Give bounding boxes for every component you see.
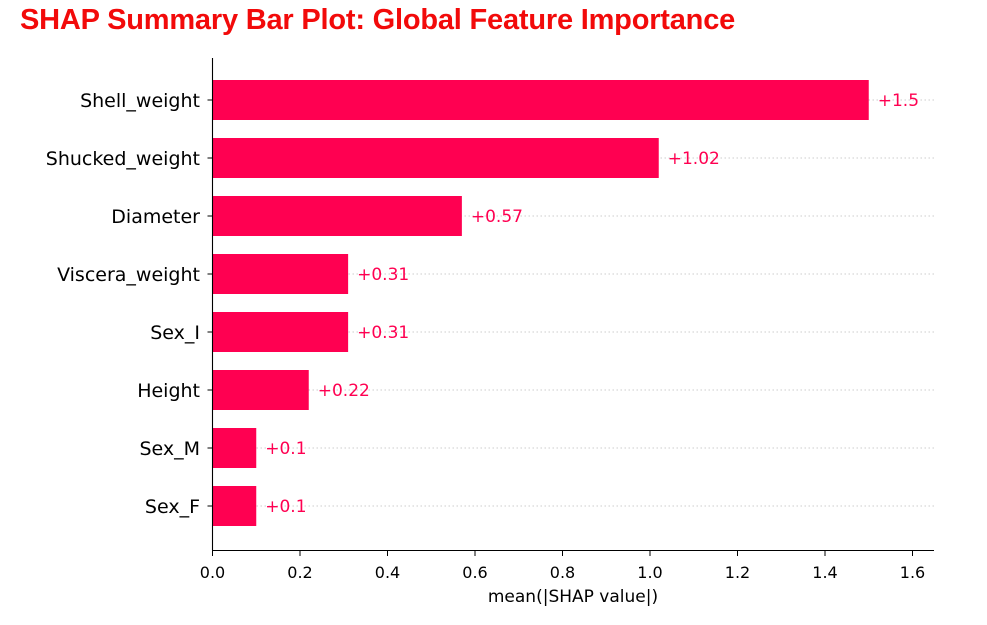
bar [212, 196, 462, 236]
page-title: SHAP Summary Bar Plot: Global Feature Im… [20, 4, 736, 36]
x-ticks: 0.0 0.2 0.4 0.6 0.8 1.0 1.2 1.4 1.6 [200, 550, 925, 582]
data-label: +1.5 [878, 91, 919, 111]
x-tick-label: 1.0 [637, 563, 662, 582]
data-label: +0.57 [471, 207, 523, 227]
x-tick-label: 1.2 [725, 563, 750, 582]
bar [212, 312, 349, 352]
data-label: +1.02 [668, 149, 720, 169]
bar [212, 254, 349, 294]
bars: +1.5 +1.02 +0.57 +0.31 +0.31 +0.22 +0.1 +0.1 [212, 80, 919, 526]
feature-label: Sex_I [150, 322, 200, 344]
axes [211, 58, 934, 552]
x-tick-label: 1.6 [900, 563, 925, 582]
bar [212, 138, 659, 178]
feature-label: Diameter [111, 206, 200, 228]
data-label: +0.1 [265, 439, 306, 459]
bar [212, 80, 869, 120]
bar [212, 370, 309, 410]
x-tick-label: 0.6 [462, 563, 487, 582]
x-tick-label: 0.0 [200, 563, 225, 582]
data-label: +0.1 [265, 497, 306, 517]
x-tick-label: 0.2 [287, 563, 312, 582]
feature-label: Shell_weight [80, 90, 200, 112]
feature-label: Sex_M [139, 438, 200, 460]
bar [212, 486, 257, 526]
feature-label: Height [137, 380, 200, 402]
feature-label: Shucked_weight [46, 148, 200, 170]
x-axis-title: mean(|SHAP value|) [488, 587, 658, 607]
feature-labels: Shell_weight Shucked_weight Diameter Viscer… [46, 90, 213, 518]
data-label: +0.31 [357, 265, 409, 285]
data-label: +0.31 [357, 323, 409, 343]
bar [212, 428, 257, 468]
x-tick-label: 1.4 [812, 563, 837, 582]
x-tick-label: 0.8 [550, 563, 575, 582]
x-tick-label: 0.4 [375, 563, 400, 582]
feature-label: Sex_F [145, 496, 200, 518]
data-label: +0.22 [318, 381, 370, 401]
feature-label: Viscera_weight [57, 264, 200, 286]
